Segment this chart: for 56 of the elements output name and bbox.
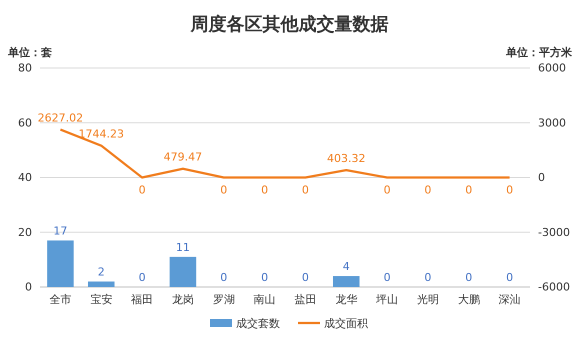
x-tick-label: 全市 (49, 292, 72, 306)
y2-tick-label: -3000 (538, 226, 570, 239)
x-tick-label: 盐田 (294, 292, 316, 306)
legend-label: 成交面积 (324, 317, 368, 330)
data-label: 0 (384, 184, 391, 196)
line-series (59, 128, 511, 179)
data-label: 0 (465, 184, 472, 196)
data-label: 0 (138, 184, 146, 196)
data-label: 479.47 (164, 150, 202, 164)
data-label: 11 (176, 240, 190, 254)
y2-tick-label: 0 (538, 171, 545, 184)
y-tick-label: 60 (18, 116, 32, 130)
data-label: 0 (384, 271, 391, 284)
y2-tick-label: 6000 (538, 62, 566, 75)
x-tick-label: 深汕 (498, 292, 521, 306)
x-tick-label: 大鹏 (458, 292, 480, 306)
data-label: 0 (302, 184, 309, 196)
y-tick-label: 0 (25, 280, 32, 294)
x-tick-label: 罗湖 (212, 292, 235, 306)
x-tick-label: 坪山 (375, 292, 398, 306)
bar (47, 240, 74, 287)
data-label: 0 (465, 271, 472, 284)
bar (170, 256, 196, 287)
data-label: 0 (424, 271, 432, 284)
y-axis-title: 单位：套 (7, 46, 52, 59)
x-tick-label: 南山 (254, 292, 276, 306)
data-label: 0 (261, 271, 268, 284)
x-tick-label: 龙华 (335, 292, 358, 306)
x-tick-label: 宝安 (90, 292, 112, 306)
y-tick-label: 20 (18, 226, 32, 239)
bar (88, 282, 115, 287)
data-label: 0 (220, 271, 228, 284)
x-tick-label: 福田 (131, 292, 154, 306)
data-label: 2627.02 (38, 112, 84, 125)
data-label: 0 (138, 271, 146, 284)
x-tick-label: 龙岗 (172, 292, 194, 306)
y-tick-label: 40 (18, 171, 32, 184)
data-label: 0 (424, 184, 432, 196)
data-label: 0 (302, 271, 309, 284)
data-label: 0 (261, 184, 268, 196)
data-label: 1744.23 (78, 128, 124, 141)
y2-tick-label: -6000 (538, 280, 570, 294)
data-label: 0 (220, 184, 228, 196)
y-tick-label: 80 (18, 62, 32, 75)
legend-label: 成交套数 (236, 317, 280, 330)
x-tick-label: 光明 (416, 292, 439, 306)
bar (332, 276, 360, 287)
chart-title: 周度各区其他成交量数据 (190, 14, 388, 35)
data-label: 403.32 (327, 152, 366, 166)
data-label: 0 (506, 184, 514, 196)
data-label: 2 (98, 266, 105, 279)
data-label: 0 (506, 271, 514, 284)
data-label: 4 (342, 260, 350, 274)
y2-axis-title: 单位：平方米 (505, 46, 573, 59)
y2-tick-label: 3000 (538, 116, 566, 130)
data-label: 17 (53, 224, 68, 238)
